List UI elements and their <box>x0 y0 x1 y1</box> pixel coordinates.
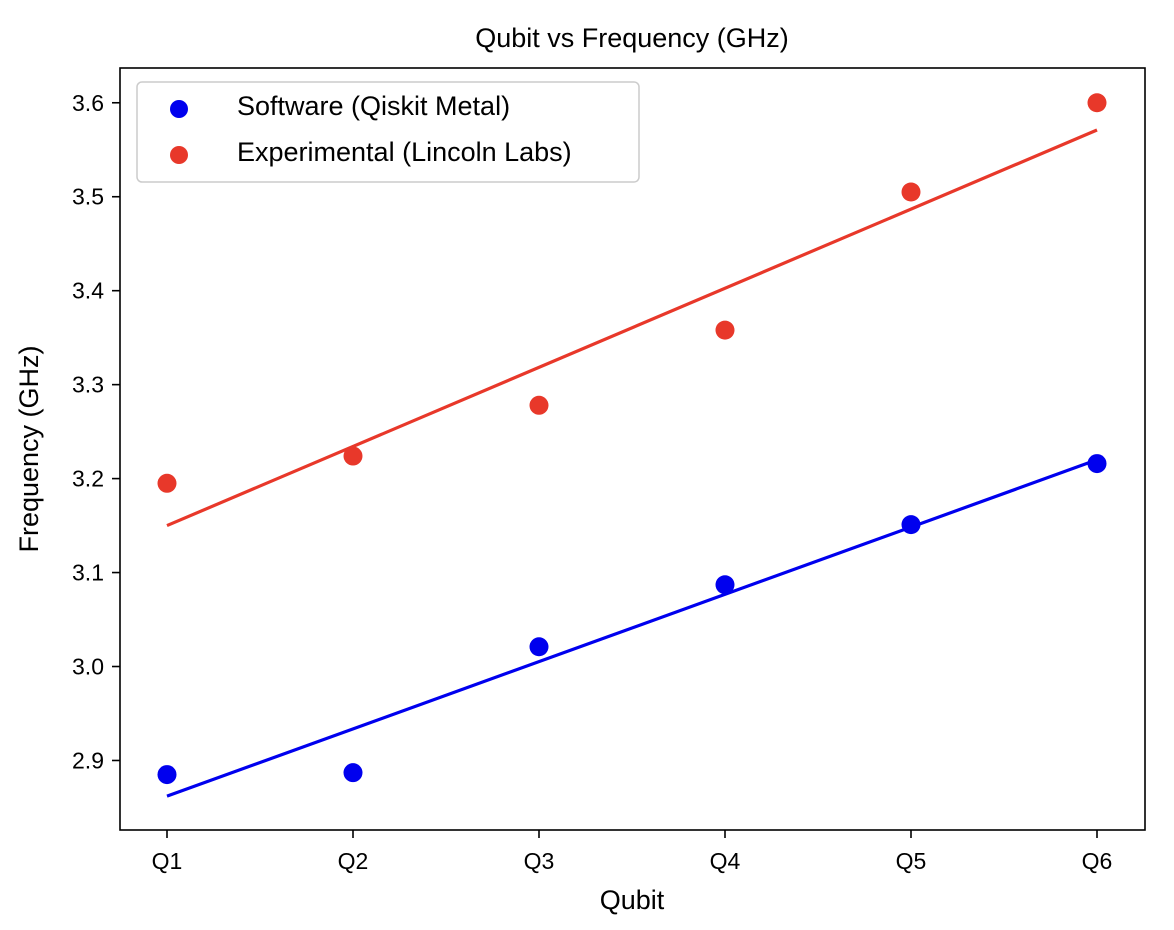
axis-ticks: Q1 Q2 Q3 Q4 Q5 Q6 2.9 3.0 3.1 3.2 3.3 3.4 3.5 3.6 <box>72 90 1112 874</box>
y-tick-label: 3.2 <box>72 466 104 492</box>
data-point-experimental-q3 <box>529 395 549 415</box>
x-tick-label: Q1 <box>152 848 183 874</box>
x-tick-label: Q6 <box>1082 848 1113 874</box>
legend-marker-experimental <box>170 146 188 164</box>
data-point-software-q4 <box>715 575 735 595</box>
data-point-software-q2 <box>343 763 363 783</box>
x-tick-label: Q4 <box>710 848 741 874</box>
data-point-experimental-q1 <box>157 473 177 493</box>
plot-area <box>157 93 1107 798</box>
trendline-software <box>166 458 1098 798</box>
data-point-software-q6 <box>1087 454 1107 474</box>
x-tick-label: Q3 <box>524 848 555 874</box>
chart-title: Qubit vs Frequency (GHz) <box>475 23 789 53</box>
data-point-software-q1 <box>157 765 177 785</box>
y-tick-label: 3.3 <box>72 372 104 398</box>
legend-label-software: Software (Qiskit Metal) <box>237 91 510 121</box>
x-tick-label: Q2 <box>338 848 369 874</box>
data-point-software-q3 <box>529 637 549 657</box>
data-point-experimental-q4 <box>715 320 735 340</box>
y-tick-label: 3.1 <box>72 560 104 586</box>
plot-frame <box>119 67 1146 831</box>
trendline-experimental <box>166 128 1098 528</box>
y-tick-label: 3.0 <box>72 654 104 680</box>
legend-box <box>136 81 640 183</box>
x-tick-label: Q5 <box>896 848 927 874</box>
y-tick-label: 3.5 <box>72 184 104 210</box>
x-axis-label: Qubit <box>600 885 665 915</box>
legend: Software (Qiskit Metal) Experimental (Li… <box>136 81 640 183</box>
y-tick-label: 3.4 <box>72 278 104 304</box>
data-point-experimental-q2 <box>343 446 363 466</box>
data-point-software-q5 <box>901 515 921 535</box>
y-axis-label: Frequency (GHz) <box>14 345 44 552</box>
legend-label-experimental: Experimental (Lincoln Labs) <box>237 137 572 167</box>
legend-marker-software <box>170 100 188 118</box>
data-point-experimental-q6 <box>1087 93 1107 113</box>
y-tick-label: 2.9 <box>72 747 104 773</box>
data-point-experimental-q5 <box>901 182 921 202</box>
y-tick-label: 3.6 <box>72 90 104 116</box>
